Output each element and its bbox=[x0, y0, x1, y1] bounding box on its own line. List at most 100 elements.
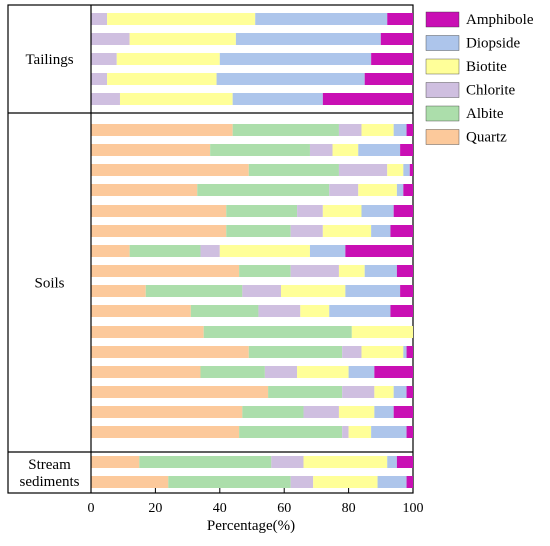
bar-segment-amphibole bbox=[393, 406, 413, 418]
bar-segment-quartz bbox=[91, 205, 227, 217]
bar-segment-chlorite bbox=[338, 164, 388, 176]
bar-segment-albite bbox=[190, 305, 259, 317]
bar-segment-amphibole bbox=[387, 13, 413, 25]
bar-segment-biotite bbox=[348, 426, 372, 438]
bar-segment-amphibole bbox=[406, 426, 413, 438]
bar-segment-diopside bbox=[329, 305, 391, 317]
bar-segment-amphibole bbox=[406, 124, 413, 136]
legend-label-diopside: Diopside bbox=[466, 36, 521, 52]
legend-label-biotite: Biotite bbox=[466, 59, 507, 75]
x-tick-label: 0 bbox=[88, 501, 95, 516]
bar-segment-biotite bbox=[358, 184, 397, 196]
bar-segment-quartz bbox=[91, 386, 269, 398]
bar-segment-diopside bbox=[396, 184, 404, 196]
bar-segment-amphibole bbox=[406, 346, 413, 358]
bar-segment-diopside bbox=[348, 366, 375, 378]
bar-segment-diopside bbox=[364, 265, 397, 277]
bar-segment-albite bbox=[248, 164, 339, 176]
legend-label-chlorite: Chlorite bbox=[466, 83, 516, 99]
bar-segment-biotite bbox=[313, 476, 378, 488]
bar-segment-chlorite bbox=[200, 245, 220, 257]
bar-segment-albite bbox=[200, 366, 265, 378]
bar-segment-chlorite bbox=[290, 265, 339, 277]
bar-segment-amphibole bbox=[400, 144, 413, 156]
group-label: Soils bbox=[34, 276, 64, 292]
bar-segment-chlorite bbox=[271, 456, 304, 468]
bar-segment-diopside bbox=[255, 13, 388, 25]
bar-segment-chlorite bbox=[91, 93, 120, 105]
bar-segment-amphibole bbox=[364, 73, 413, 85]
bar-segment-diopside bbox=[393, 386, 407, 398]
bar-segment-biotite bbox=[297, 366, 349, 378]
x-tick-label: 80 bbox=[342, 501, 356, 516]
legend-swatch-chlorite bbox=[425, 82, 460, 98]
bar-segment-albite bbox=[139, 456, 272, 468]
bar-segment-diopside bbox=[371, 225, 391, 237]
bar-segment-amphibole bbox=[322, 93, 413, 105]
x-tick-label: 100 bbox=[403, 501, 424, 516]
bar-segment-diopside bbox=[403, 346, 407, 358]
bar-segment-biotite bbox=[387, 164, 404, 176]
bar-segment-chlorite bbox=[342, 426, 349, 438]
bar-segment-chlorite bbox=[91, 73, 108, 85]
bar-segment-quartz bbox=[91, 144, 211, 156]
bar-segment-diopside bbox=[232, 93, 323, 105]
bar-segment-amphibole bbox=[396, 265, 413, 277]
bar-segment-quartz bbox=[91, 225, 227, 237]
bar-segment-albite bbox=[145, 285, 243, 297]
bar-segment-biotite bbox=[303, 456, 388, 468]
bar-segment-diopside bbox=[358, 144, 401, 156]
bar-segment-chlorite bbox=[309, 144, 333, 156]
bar-segment-diopside bbox=[235, 33, 381, 45]
bar-segment-diopside bbox=[345, 285, 401, 297]
bar-segment-diopside bbox=[403, 164, 410, 176]
group-label: Tailings bbox=[25, 52, 73, 68]
bar-segment-albite bbox=[239, 265, 291, 277]
bar-segment-amphibole bbox=[403, 184, 413, 196]
legend-swatch-biotite bbox=[425, 58, 460, 75]
bar-segment-chlorite bbox=[91, 33, 130, 45]
bar-segment-amphibole bbox=[409, 164, 413, 176]
legend: Amphibole Diopside Biotite Chlorite Albite Qu… bbox=[425, 11, 534, 146]
legend-label-quartz: Quartz bbox=[466, 130, 507, 146]
bar-segment-amphibole bbox=[393, 205, 413, 217]
bar-segment-albite bbox=[226, 205, 298, 217]
bar-segment-quartz bbox=[91, 366, 201, 378]
bar-segment-quartz bbox=[91, 285, 146, 297]
bar-segment-chlorite bbox=[329, 184, 359, 196]
bar-segment-quartz bbox=[91, 346, 249, 358]
group-label: Stream bbox=[28, 457, 71, 473]
legend-swatch-diopside bbox=[425, 35, 460, 51]
bar-segment-diopside bbox=[216, 73, 365, 85]
bar-segment-albite bbox=[232, 124, 339, 136]
bar-segment-quartz bbox=[91, 164, 249, 176]
bar-segment-quartz bbox=[91, 265, 240, 277]
bar-segment-diopside bbox=[309, 245, 346, 257]
bar-segment-diopside bbox=[361, 205, 394, 217]
bar-segment-amphibole bbox=[390, 305, 413, 317]
bar-segment-amphibole bbox=[390, 225, 413, 237]
bar-segment-amphibole bbox=[396, 456, 413, 468]
bar-segment-amphibole bbox=[400, 285, 413, 297]
x-tick-label: 20 bbox=[148, 501, 162, 516]
bar-segment-quartz bbox=[91, 326, 204, 338]
bar-segment-biotite bbox=[374, 386, 394, 398]
bar-segment-chlorite bbox=[303, 406, 339, 418]
bar-segment-amphibole bbox=[406, 476, 413, 488]
bar-segment-chlorite bbox=[242, 285, 281, 297]
bar-segment-chlorite bbox=[338, 124, 362, 136]
bar-segment-biotite bbox=[351, 326, 413, 338]
bar-segment-chlorite bbox=[264, 366, 298, 378]
bar-segment-quartz bbox=[91, 184, 198, 196]
bar-segment-diopside bbox=[393, 124, 407, 136]
bar-segment-chlorite bbox=[342, 386, 375, 398]
x-tick-label: 40 bbox=[213, 501, 227, 516]
bar-segment-quartz bbox=[91, 406, 243, 418]
bar-segment-amphibole bbox=[374, 366, 413, 378]
bar-segment-quartz bbox=[91, 124, 233, 136]
bar-segment-chlorite bbox=[91, 13, 108, 25]
x-tick-label: 60 bbox=[277, 501, 291, 516]
bar-segment-diopside bbox=[374, 406, 394, 418]
bar-segment-amphibole bbox=[345, 245, 413, 257]
